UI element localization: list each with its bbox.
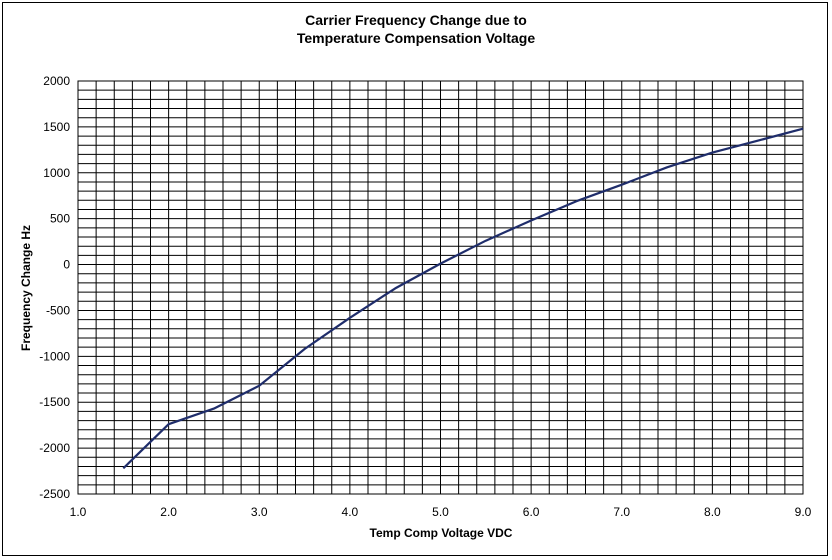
y-tick-label: 1500 xyxy=(43,120,70,134)
y-tick-label: 0 xyxy=(63,258,70,272)
x-tick-label: 1.0 xyxy=(70,505,87,519)
y-tick-label: -1500 xyxy=(39,395,70,409)
x-tick-label: 6.0 xyxy=(523,505,540,519)
y-tick-label: -500 xyxy=(46,303,70,317)
y-tick-label: 500 xyxy=(50,212,70,226)
y-axis-label: Frequency Change Hz xyxy=(19,225,33,351)
chart-title: Carrier Frequency Change due to xyxy=(305,12,527,28)
x-tick-label: 8.0 xyxy=(704,505,721,519)
grid xyxy=(77,80,804,495)
x-tick-label: 7.0 xyxy=(613,505,630,519)
x-axis-label: Temp Comp Voltage VDC xyxy=(370,526,513,540)
x-tick-label: 3.0 xyxy=(251,505,268,519)
y-ticks: 2000 1500 1000 500 0 -500 -1000 -1500 -2000 -2500 xyxy=(39,74,70,501)
x-tick-label: 4.0 xyxy=(342,505,359,519)
x-tick-label: 2.0 xyxy=(160,505,177,519)
x-tick-label: 5.0 xyxy=(432,505,449,519)
x-ticks: 1.0 2.0 3.0 4.0 5.0 6.0 7.0 8.0 9.0 xyxy=(70,505,812,519)
y-tick-label: 2000 xyxy=(43,74,70,88)
y-tick-label: -1000 xyxy=(39,349,70,363)
y-tick-label: -2500 xyxy=(39,487,70,501)
y-tick-label: -2000 xyxy=(39,441,70,455)
chart-subtitle: Temperature Compensation Voltage xyxy=(296,30,536,46)
x-tick-label: 9.0 xyxy=(795,505,812,519)
y-tick-label: 1000 xyxy=(43,166,70,180)
series-line xyxy=(122,127,804,470)
series xyxy=(122,127,804,470)
